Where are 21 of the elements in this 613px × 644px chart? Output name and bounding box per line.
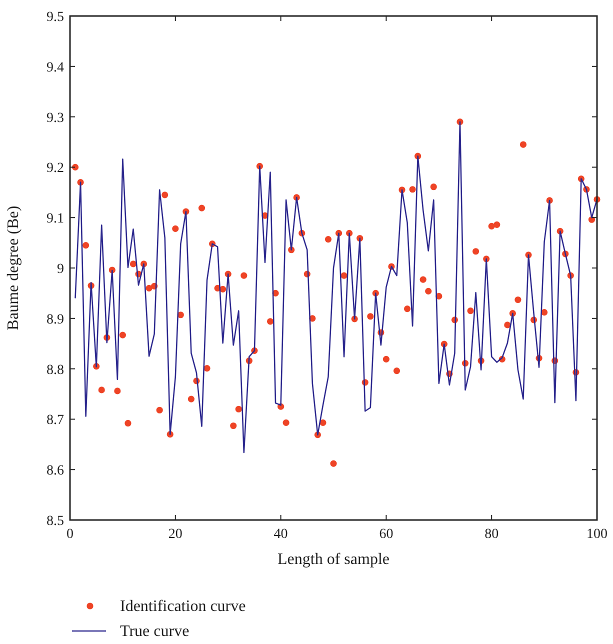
y-tick-label: 8.5 [46, 514, 64, 529]
y-tick-label: 9.2 [46, 161, 64, 176]
x-tick-label: 80 [484, 527, 499, 542]
y-tick-label: 9.1 [46, 212, 64, 227]
x-tick-label: 100 [586, 527, 608, 542]
legend-label: Identification curve [120, 598, 246, 615]
y-tick-label: 8.6 [46, 464, 64, 479]
y-tick-label: 9.3 [46, 110, 64, 126]
x-tick-label: 20 [168, 527, 182, 542]
x-tick-label: 0 [66, 527, 74, 542]
legend-label: True curve [120, 623, 190, 640]
y-tick-label: 9.4 [46, 60, 64, 76]
x-tick-label: 40 [274, 527, 288, 542]
y-tick-label: 9.5 [46, 10, 64, 25]
y-tick-label: 8.7 [46, 413, 64, 428]
y-tick-label: 9 [57, 262, 64, 277]
y-axis-title: Baume degree (Be) [5, 206, 22, 330]
x-axis-title: Length of sample [278, 551, 390, 568]
y-tick-label: 8.9 [46, 312, 64, 328]
y-tick-label: 8.8 [46, 362, 64, 378]
x-tick-label: 60 [379, 527, 394, 542]
